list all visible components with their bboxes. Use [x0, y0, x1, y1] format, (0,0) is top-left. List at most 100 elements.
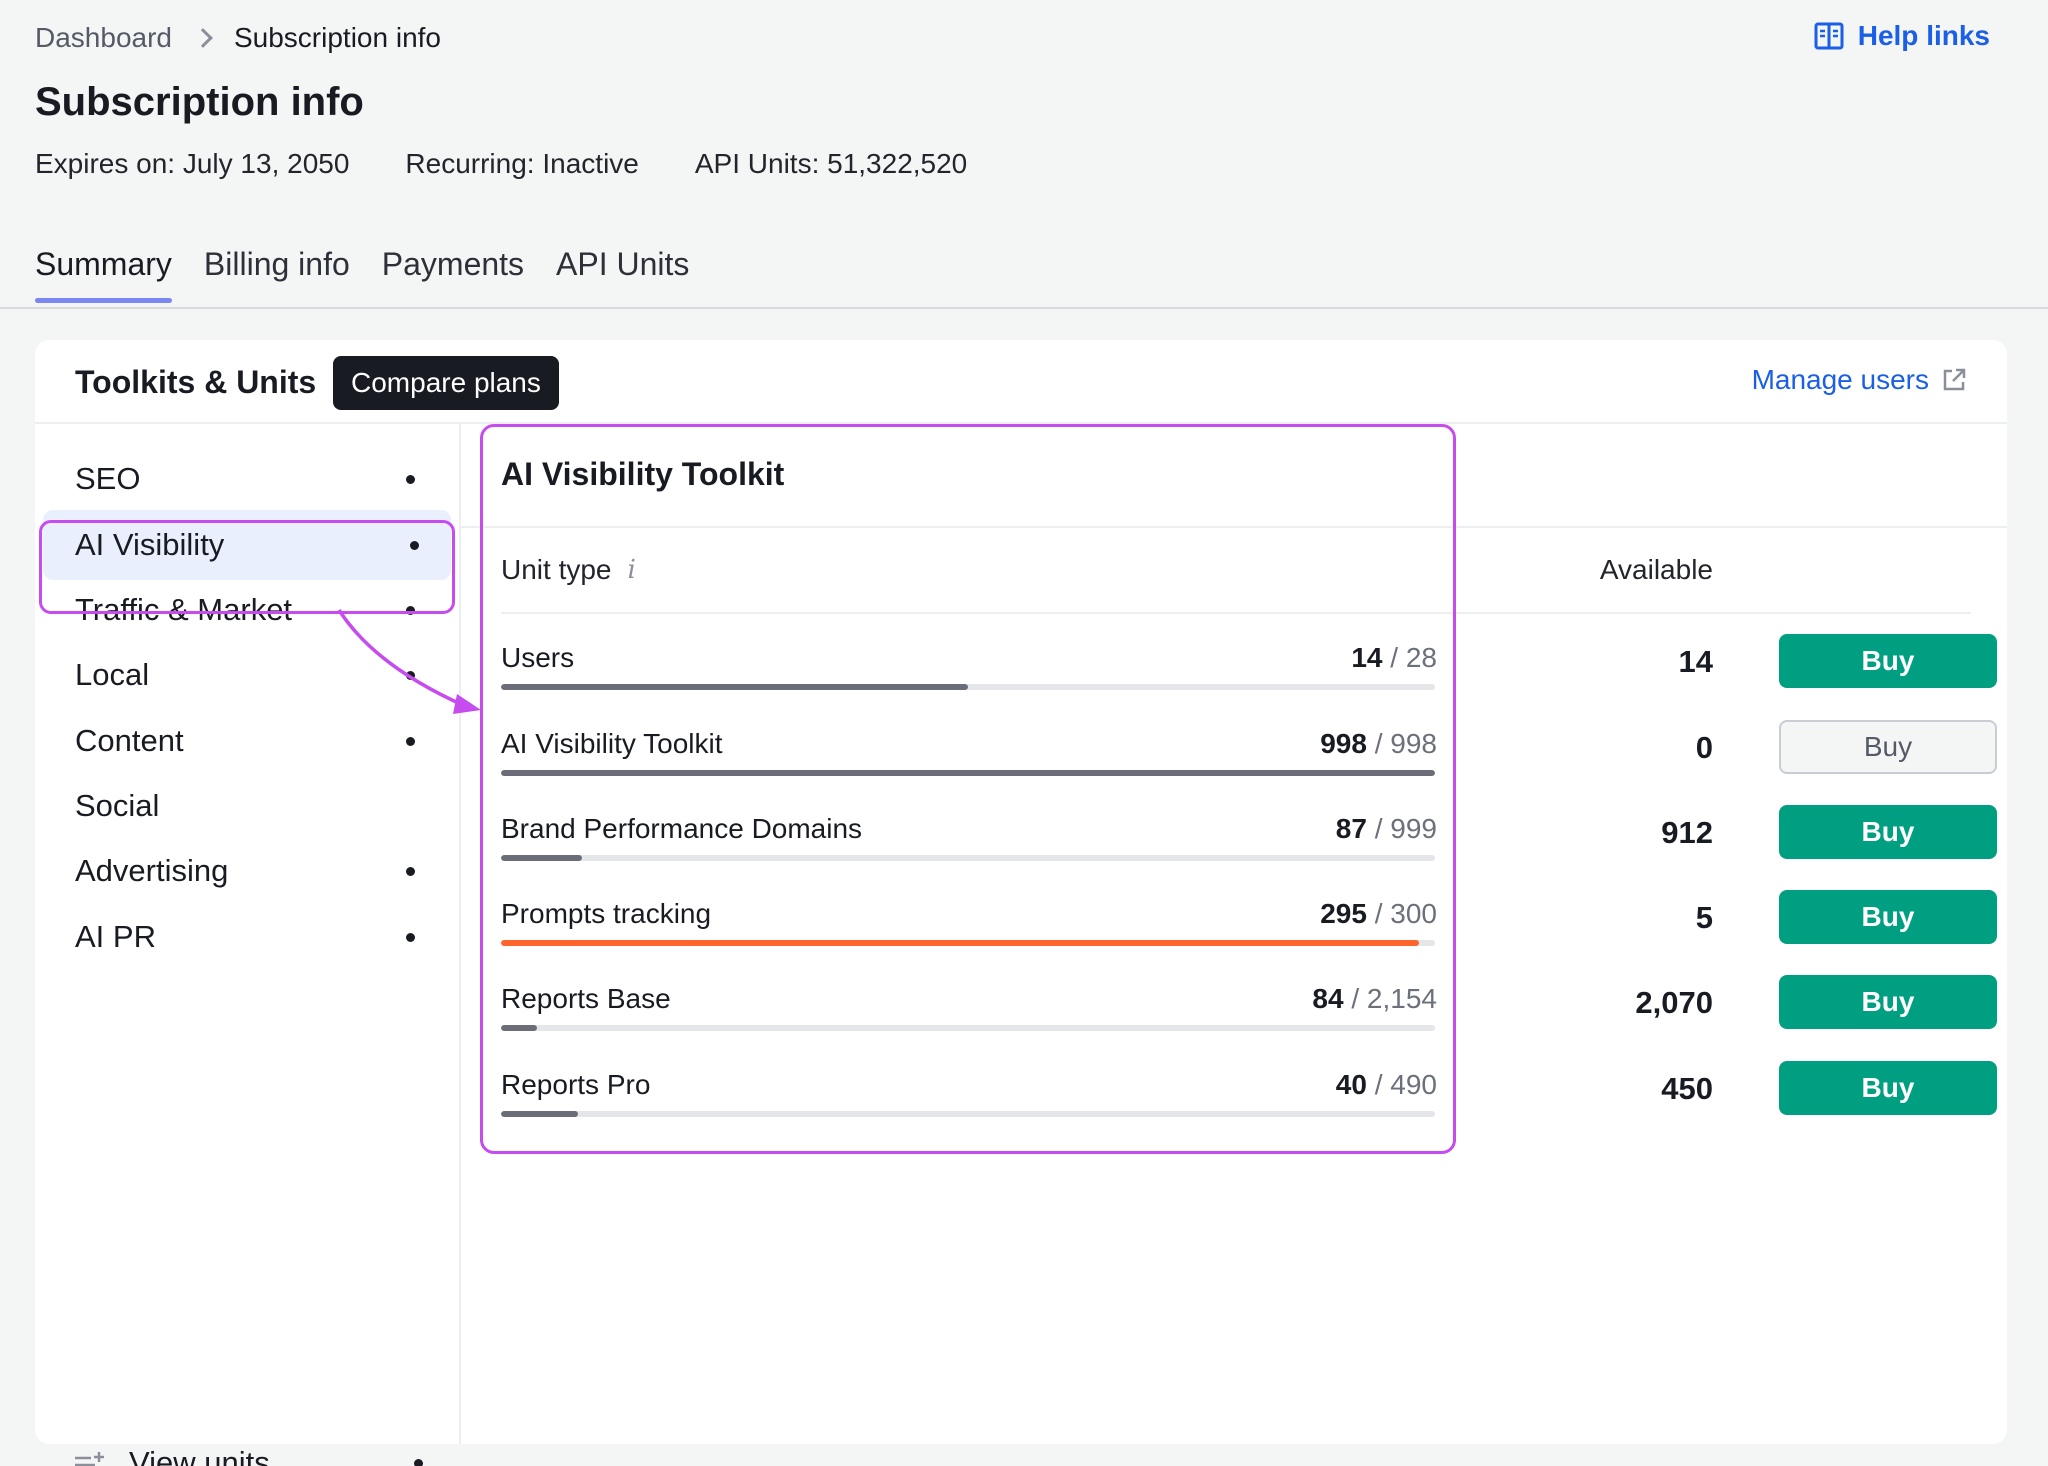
buy-button[interactable]: Buy [1779, 1061, 1997, 1115]
tab-summary[interactable]: Summary [35, 246, 172, 303]
sidebar-item-social[interactable]: Social [75, 771, 445, 841]
unit-available: 912 [1661, 815, 1713, 850]
column-header-unit-type: Unit type i [501, 554, 636, 586]
unit-used: 14 [1351, 642, 1383, 673]
buy-button[interactable]: Buy [1779, 890, 1997, 944]
book-icon [1814, 22, 1844, 50]
sidebar-item-seo[interactable]: SEO [75, 444, 445, 514]
card-header: Toolkits & Units Compare plans Manage us… [35, 340, 2007, 424]
table-row: Users 14 / 28 14 Buy [501, 634, 1997, 712]
unit-usage: 14 / 28 [1351, 642, 1437, 673]
usage-bar [501, 855, 1435, 861]
highlight-sidebar-selection [39, 520, 455, 614]
unit-name: Users [501, 642, 575, 673]
list-add-icon [75, 1452, 104, 1466]
subscription-meta: Expires on: July 13, 2050 Recurring: Ina… [35, 148, 1023, 180]
usage-bar [501, 940, 1435, 946]
table-row: Brand Performance Domains 87 / 999 912 B… [501, 805, 1997, 883]
status-dot [406, 932, 415, 942]
table-header-divider [501, 612, 1971, 614]
annotation-arrow-icon [337, 609, 481, 714]
buy-button[interactable]: Buy [1779, 805, 1997, 859]
unit-available: 0 [1695, 730, 1713, 765]
sidebar-item-label: Social [75, 788, 160, 823]
unit-available: 450 [1661, 1071, 1713, 1106]
usage-bar-fill [501, 855, 583, 861]
manage-users-label: Manage users [1751, 364, 1929, 395]
table-row: Prompts tracking 295 / 300 5 Buy [501, 890, 1997, 968]
usage-bar-fill [501, 684, 968, 690]
unit-total: 998 [1390, 728, 1437, 759]
sidebar-item-label: Advertising [75, 853, 229, 888]
sidebar-item-traffic-market[interactable]: Traffic & Market [75, 575, 445, 645]
unit-used: 998 [1320, 728, 1367, 759]
sidebar-item-label: AI Visibility [75, 527, 225, 562]
status-dot [406, 474, 415, 484]
api-units-text: API Units: 51,322,520 [694, 148, 968, 179]
buy-button[interactable]: Buy [1779, 720, 1997, 774]
column-header-available: Available [1599, 554, 1713, 585]
chevron-right-icon [193, 28, 213, 48]
unit-name: Brand Performance Domains [501, 813, 863, 844]
unit-name: Prompts tracking [501, 898, 712, 929]
unit-usage: 998 / 998 [1320, 728, 1437, 759]
usage-bar-fill [501, 1025, 538, 1031]
usage-bar [501, 684, 1435, 690]
unit-usage: 40 / 490 [1335, 1069, 1437, 1100]
compare-plans-button[interactable]: Compare plans [333, 356, 559, 410]
view-units-label: View units [129, 1445, 270, 1466]
tab-payments[interactable]: Payments [381, 246, 525, 282]
unit-usage: 295 / 300 [1320, 898, 1437, 929]
sidebar-item-local[interactable]: Local [75, 640, 445, 710]
usage-bar-fill [501, 1111, 578, 1117]
status-dot [406, 605, 415, 615]
view-units-button[interactable]: View units [73, 1438, 453, 1466]
buy-button[interactable]: Buy [1779, 634, 1997, 688]
usage-bar [501, 1111, 1435, 1117]
recurring-text: Recurring: Inactive [405, 148, 639, 179]
unit-available: 14 [1678, 644, 1713, 679]
info-icon[interactable]: i [627, 555, 636, 585]
breadcrumb-dashboard-link[interactable]: Dashboard [35, 22, 172, 53]
unit-used: 40 [1335, 1069, 1367, 1100]
manage-users-link[interactable]: Manage users [1752, 364, 1967, 396]
buy-button[interactable]: Buy [1779, 975, 1997, 1029]
unit-total: 2,154 [1366, 983, 1437, 1014]
panel-title: AI Visibility Toolkit [501, 456, 785, 492]
status-dot [406, 866, 415, 876]
status-dot [406, 670, 415, 680]
unit-name: AI Visibility Toolkit [501, 728, 723, 759]
table-row: Reports Base 84 / 2,154 2,070 Buy [501, 975, 1997, 1053]
usage-bar [501, 770, 1435, 776]
page-title: Subscription info [35, 80, 364, 124]
unit-usage: 84 / 2,154 [1312, 983, 1437, 1014]
usage-bar-fill [501, 770, 1435, 776]
unit-total: 490 [1390, 1069, 1437, 1100]
unit-name: Reports Base [501, 983, 671, 1014]
sidebar-item-advertising[interactable]: Advertising [75, 836, 445, 906]
unit-available: 5 [1695, 900, 1713, 935]
tab-api-units[interactable]: API Units [556, 246, 690, 282]
help-links-label: Help links [1857, 20, 1990, 51]
toolkits-card: Toolkits & Units Compare plans Manage us… [35, 340, 2007, 1466]
expires-text: Expires on: July 13, 2050 [35, 148, 350, 179]
panel-divider [461, 526, 2007, 528]
unit-total: 300 [1390, 898, 1437, 929]
sidebar-item-content[interactable]: Content [75, 706, 445, 776]
status-dot [410, 540, 419, 550]
unit-total: 999 [1390, 813, 1437, 844]
sidebar-item-label: Local [75, 657, 150, 692]
tab-billing-info[interactable]: Billing info [203, 246, 350, 282]
highlight-toolkit-panel [480, 424, 1456, 1154]
usage-bar [501, 1025, 1435, 1031]
table-row: AI Visibility Toolkit 998 / 998 0 Buy [501, 720, 1997, 798]
unit-usage: 87 / 999 [1335, 813, 1437, 844]
sidebar-item-ai-pr[interactable]: AI PR [75, 902, 445, 972]
table-row: Reports Pro 40 / 490 450 Buy [501, 1061, 1997, 1139]
unit-used: 87 [1335, 813, 1367, 844]
help-links-button[interactable]: Help links [1814, 20, 1990, 52]
unit-used: 84 [1312, 983, 1344, 1014]
sidebar-item-label: SEO [75, 461, 141, 496]
status-dot [414, 1458, 423, 1466]
tab-bar: Summary Billing info Payments API Units [35, 246, 721, 303]
